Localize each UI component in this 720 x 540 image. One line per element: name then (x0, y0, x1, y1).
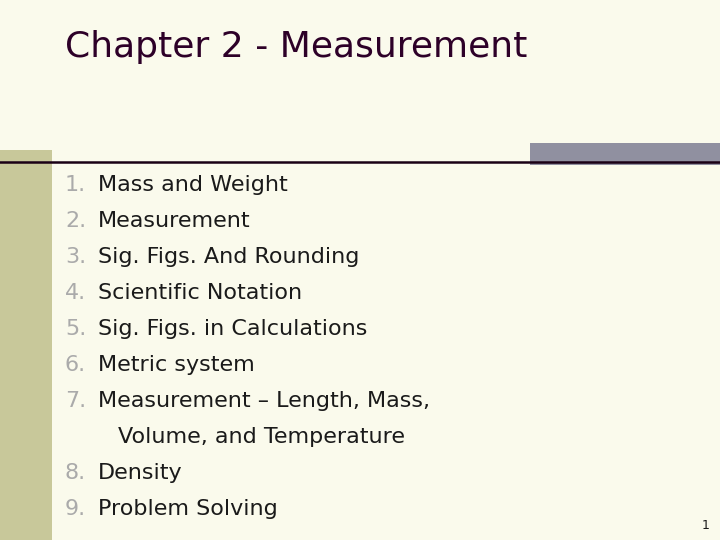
Text: Measurement – Length, Mass,: Measurement – Length, Mass, (98, 391, 430, 411)
Text: Volume, and Temperature: Volume, and Temperature (118, 427, 405, 447)
Text: 8.: 8. (65, 463, 86, 483)
Text: 2.: 2. (65, 211, 86, 231)
Text: Chapter 2 - Measurement: Chapter 2 - Measurement (65, 30, 527, 64)
Text: 7.: 7. (65, 391, 86, 411)
Text: Density: Density (98, 463, 183, 483)
Text: 3.: 3. (65, 247, 86, 267)
Text: 1.: 1. (65, 175, 86, 195)
Text: 5.: 5. (65, 319, 86, 339)
Text: Sig. Figs. in Calculations: Sig. Figs. in Calculations (98, 319, 367, 339)
Text: 4.: 4. (65, 283, 86, 303)
Text: Scientific Notation: Scientific Notation (98, 283, 302, 303)
Text: Measurement: Measurement (98, 211, 251, 231)
Bar (0, 150, 52, 540)
Text: 6.: 6. (65, 355, 86, 375)
Text: 1: 1 (702, 519, 710, 532)
Text: Sig. Figs. And Rounding: Sig. Figs. And Rounding (98, 247, 359, 267)
Text: Problem Solving: Problem Solving (98, 499, 278, 519)
Bar (530, 143, 720, 165)
Text: 9.: 9. (65, 499, 86, 519)
Text: Mass and Weight: Mass and Weight (98, 175, 288, 195)
Text: Metric system: Metric system (98, 355, 255, 375)
